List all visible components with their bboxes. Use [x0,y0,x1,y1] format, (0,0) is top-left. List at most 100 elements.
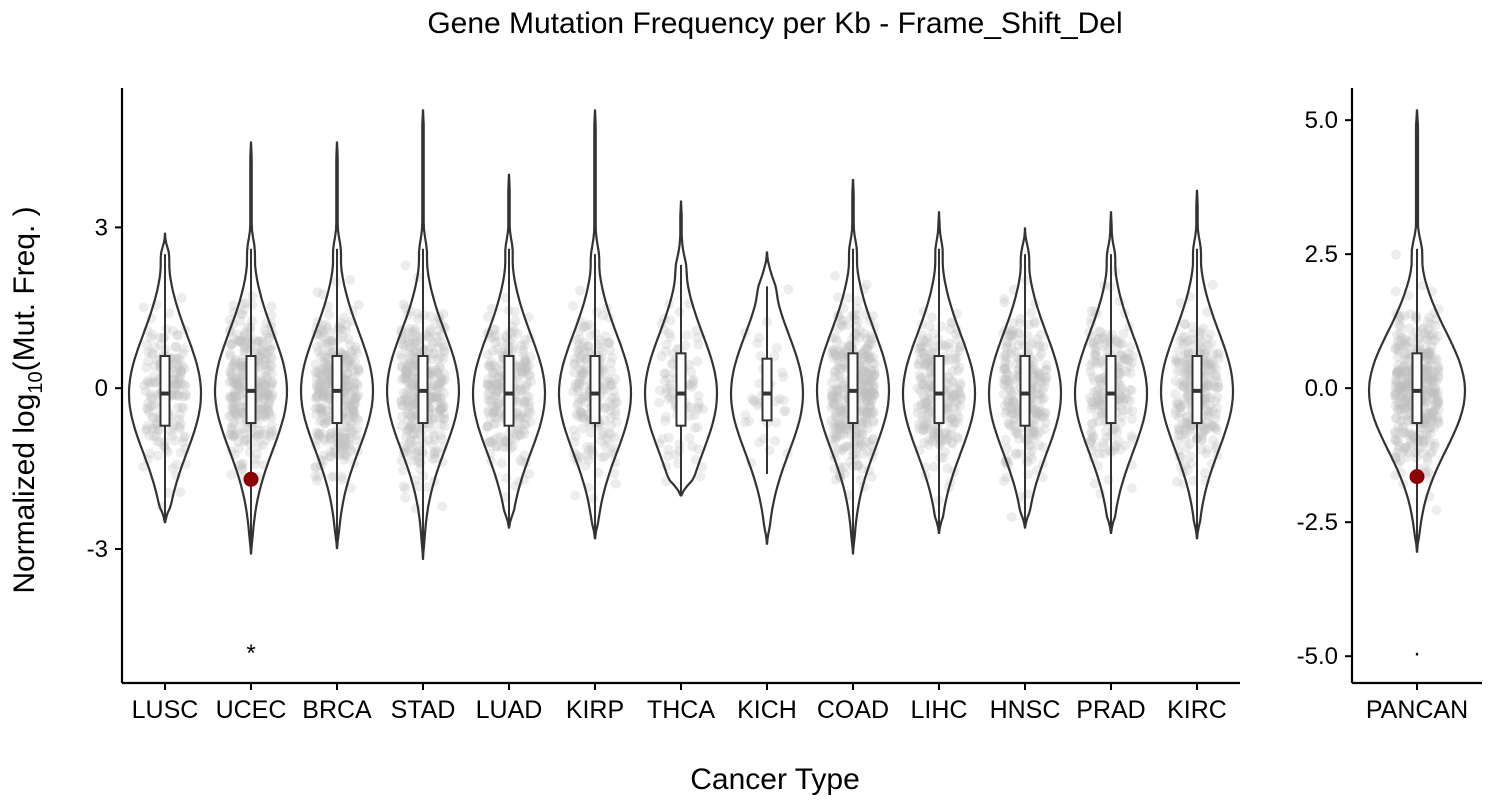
jitter-point [225,369,236,380]
jitter-point [578,368,589,379]
jitter-point [867,357,878,368]
jitter-point [492,401,503,412]
jitter-point [235,383,246,394]
jitter-point [325,451,336,462]
jitter-point [143,347,154,358]
jitter-point [601,433,612,444]
jitter-point [684,359,695,370]
jitter-point [830,435,841,446]
jitter-point [942,429,953,440]
jitter-point [143,404,154,415]
jitter-point [829,400,840,411]
jitter-point [164,487,175,498]
jitter-point [258,410,269,421]
jitter-point [397,400,408,411]
jitter-point [138,302,149,313]
jitter-point [1028,408,1039,419]
jitter-point [316,428,327,439]
jitter-point [849,329,860,340]
jitter-point [439,413,450,424]
jitter-point [235,361,246,372]
jitter-point [1120,440,1131,451]
jitter-point [954,362,965,373]
jitter-point [689,410,700,421]
jitter-point [999,297,1010,308]
jitter-point [1003,397,1014,408]
jitter-point [1002,443,1013,454]
jitter-point [914,347,925,358]
jitter-point [609,468,620,479]
jitter-point [154,332,165,343]
jitter-point [336,317,347,328]
jitter-point [406,434,417,445]
jitter-point [351,391,362,402]
jitter-point [172,402,183,413]
jitter-point [316,403,327,414]
jitter-point [407,360,418,371]
jitter-point [344,423,355,434]
jitter-point [1091,346,1102,357]
jitter-point [173,353,184,364]
jitter-point [172,368,183,379]
jitter-point [829,372,840,383]
jitter-point [1033,407,1044,418]
jitter-point [228,397,239,408]
jitter-point [266,361,277,372]
jitter-point [404,383,415,394]
jitter-point [832,415,843,426]
jitter-point [260,380,271,391]
jitter-point [493,371,504,382]
jitter-point [1039,408,1050,419]
jitter-point [951,432,962,443]
violin-brca [299,141,375,550]
jitter-point [521,413,532,424]
jitter-point [226,368,237,379]
jitter-point [229,398,240,409]
jitter-point [149,399,160,410]
jitter-point [314,416,325,427]
x-tick-label: LUAD [476,696,543,724]
jitter-point [260,385,271,396]
jitter-point [830,270,841,281]
jitter-point [151,355,162,366]
jitter-point [1012,428,1023,439]
jitter-point [585,427,596,438]
jitter-point [938,452,949,463]
jitter-point [919,380,930,391]
jitter-point [838,349,849,360]
jitter-point [942,404,953,415]
jitter-point [324,434,335,445]
jitter-point [407,443,418,454]
jitter-point [1087,419,1098,430]
jitter-point [351,435,362,446]
jitter-point [1033,389,1044,400]
jitter-point [839,390,850,401]
jitter-point [681,330,692,341]
x-tick-label: LUSC [132,696,199,724]
jitter-point [346,352,357,363]
jitter-point [226,469,237,480]
jitter-point [1005,370,1016,381]
jitter-point [313,387,324,398]
jitter-point [325,327,336,338]
jitter-point [1212,392,1223,403]
jitter-point [524,360,535,371]
jitter-point [239,436,250,447]
jitter-point [846,311,857,322]
jitter-point [835,406,846,417]
jitter-point [1009,373,1020,384]
jitter-point [236,369,247,380]
jitter-point [1039,381,1050,392]
jitter-point [227,419,238,430]
jitter-point [226,422,237,433]
jitter-point [859,328,870,339]
jitter-point [483,360,494,371]
jitter-point [842,320,853,331]
jitter-point [914,423,925,434]
jitter-point [1119,393,1130,404]
jitter-point [521,378,532,389]
jitter-point [577,375,588,386]
jitter-point [231,354,242,365]
jitter-point [862,375,873,386]
jitter-point [517,369,528,380]
